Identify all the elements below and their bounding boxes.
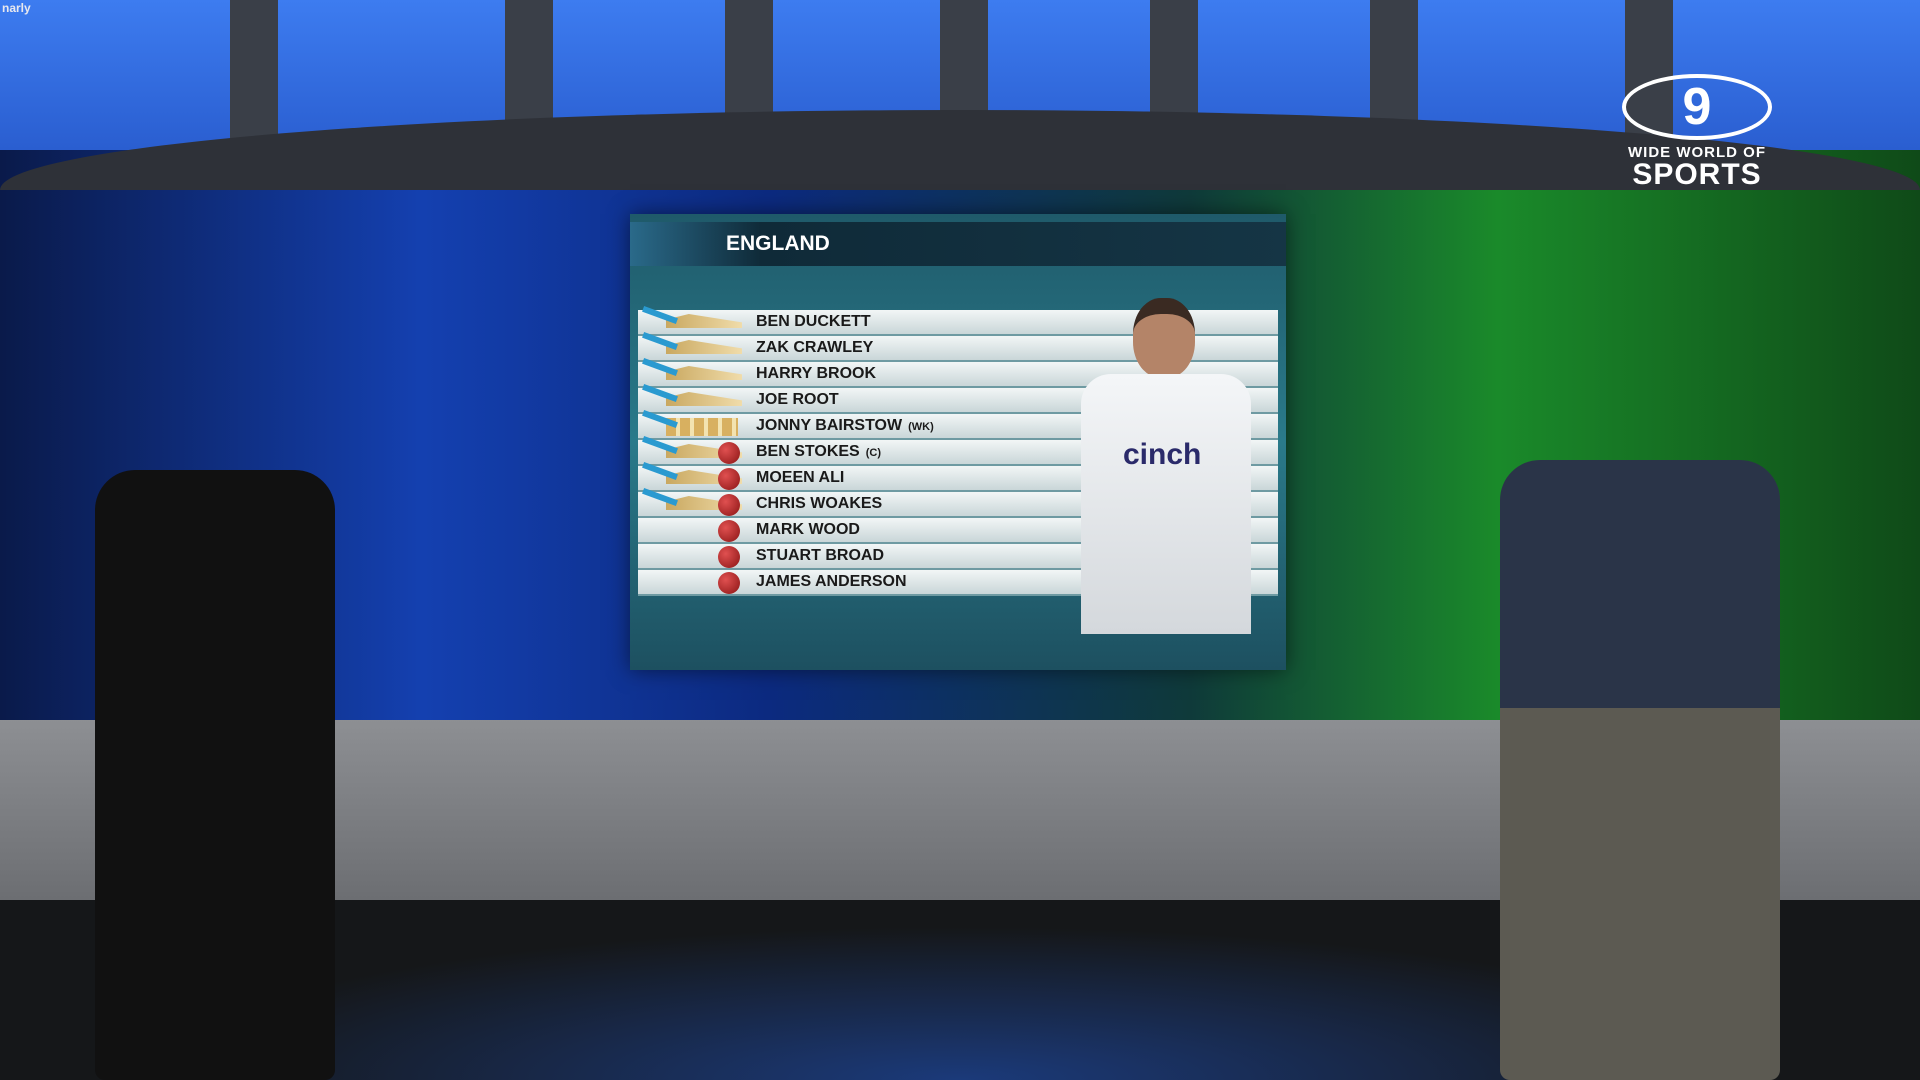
logo-line-1: WIDE WORLD OF <box>1628 144 1766 161</box>
bat-icon <box>666 392 742 406</box>
player-name: MARK WOOD <box>756 521 860 538</box>
corner-text: narly <box>2 1 31 15</box>
player-name: CHRIS WOAKES <box>756 495 883 512</box>
player-name: ZAK CRAWLEY <box>756 339 874 356</box>
team-title: ENGLAND <box>726 232 830 255</box>
wide-world-of-sports-logo: 9 WIDE WORLD OF SPORTS <box>1612 74 1782 191</box>
player-name: JONNY BAIRSTOW (WK) <box>756 417 934 434</box>
nine-logo-icon: 9 <box>1622 74 1772 140</box>
bat-icon <box>666 366 742 380</box>
player-tag: (C) <box>865 447 882 459</box>
player-name: BEN DUCKETT <box>756 313 871 330</box>
presenter-left <box>95 470 335 1080</box>
cricket-ball-icon <box>718 442 740 464</box>
player-tag: (WK) <box>908 421 934 433</box>
cricket-ball-icon <box>718 520 740 542</box>
shirt-sponsor: cinch <box>1123 438 1202 471</box>
player-name: HARRY BROOK <box>756 365 877 382</box>
team-lineup-board: ENGLAND BEN DUCKETT ZAK CRAWLEY HARRY BROO… <box>630 214 1286 670</box>
cricket-ball-icon <box>718 572 740 594</box>
bat-icon <box>666 340 742 354</box>
player-name: MOEEN ALI <box>756 469 845 486</box>
presenter-right <box>1500 460 1780 1080</box>
bat-icon <box>666 314 742 328</box>
bat-handle-icon <box>642 306 678 324</box>
cricket-ball-icon <box>718 546 740 568</box>
cricket-ball-icon <box>718 468 740 490</box>
player-name: JOE ROOT <box>756 391 839 408</box>
player-name: JAMES ANDERSON <box>756 573 907 590</box>
player-photo: cinch <box>1071 298 1261 634</box>
logo-line-2: SPORTS <box>1632 158 1762 191</box>
title-bar: ENGLAND <box>630 222 1286 266</box>
keeper-gloves-icon <box>666 418 738 436</box>
player-name: BEN STOKES (C) <box>756 443 882 460</box>
cricket-ball-icon <box>718 494 740 516</box>
player-name: STUART BROAD <box>756 547 884 564</box>
